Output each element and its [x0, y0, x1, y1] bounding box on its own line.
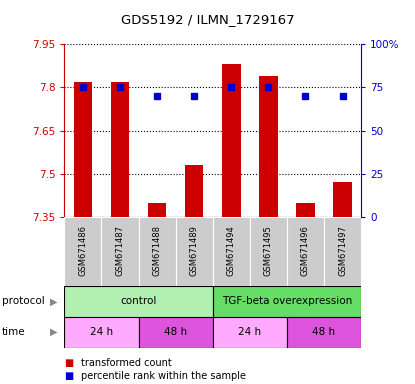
Bar [73, 81, 92, 217]
Text: ▶: ▶ [50, 296, 58, 306]
Bar [111, 81, 129, 217]
Bar [287, 217, 324, 286]
Bar [139, 217, 176, 286]
Text: GSM671494: GSM671494 [227, 225, 236, 275]
Bar [222, 65, 241, 217]
Bar [139, 317, 213, 348]
Text: GSM671486: GSM671486 [78, 225, 88, 276]
Text: percentile rank within the sample: percentile rank within the sample [81, 371, 246, 381]
Bar [250, 217, 287, 286]
Bar [333, 182, 352, 217]
Bar [213, 217, 250, 286]
Text: control: control [120, 296, 157, 306]
Text: 48 h: 48 h [312, 327, 335, 337]
Text: 48 h: 48 h [164, 327, 187, 337]
Text: 24 h: 24 h [238, 327, 261, 337]
Bar [101, 217, 139, 286]
Text: GSM671489: GSM671489 [190, 225, 199, 276]
Bar [185, 165, 203, 217]
Bar [296, 202, 315, 217]
Text: GSM671495: GSM671495 [264, 225, 273, 275]
Text: TGF-beta overexpression: TGF-beta overexpression [222, 296, 352, 306]
Text: GSM671496: GSM671496 [301, 225, 310, 276]
Bar [64, 286, 213, 317]
Text: GSM671488: GSM671488 [153, 225, 161, 276]
Bar [287, 317, 361, 348]
Text: transformed count: transformed count [81, 358, 172, 368]
Text: ▶: ▶ [50, 327, 58, 337]
Bar [213, 286, 361, 317]
Text: ■: ■ [64, 358, 73, 368]
Bar [213, 317, 287, 348]
Bar [176, 217, 213, 286]
Bar [324, 217, 361, 286]
Bar [64, 317, 139, 348]
Text: GSM671497: GSM671497 [338, 225, 347, 276]
Text: protocol: protocol [2, 296, 45, 306]
Text: time: time [2, 327, 26, 337]
Text: 24 h: 24 h [90, 327, 113, 337]
Text: ■: ■ [64, 371, 73, 381]
Bar [259, 76, 278, 217]
Text: GDS5192 / ILMN_1729167: GDS5192 / ILMN_1729167 [121, 13, 294, 26]
Bar [64, 217, 101, 286]
Bar [148, 202, 166, 217]
Text: GSM671487: GSM671487 [115, 225, 124, 276]
